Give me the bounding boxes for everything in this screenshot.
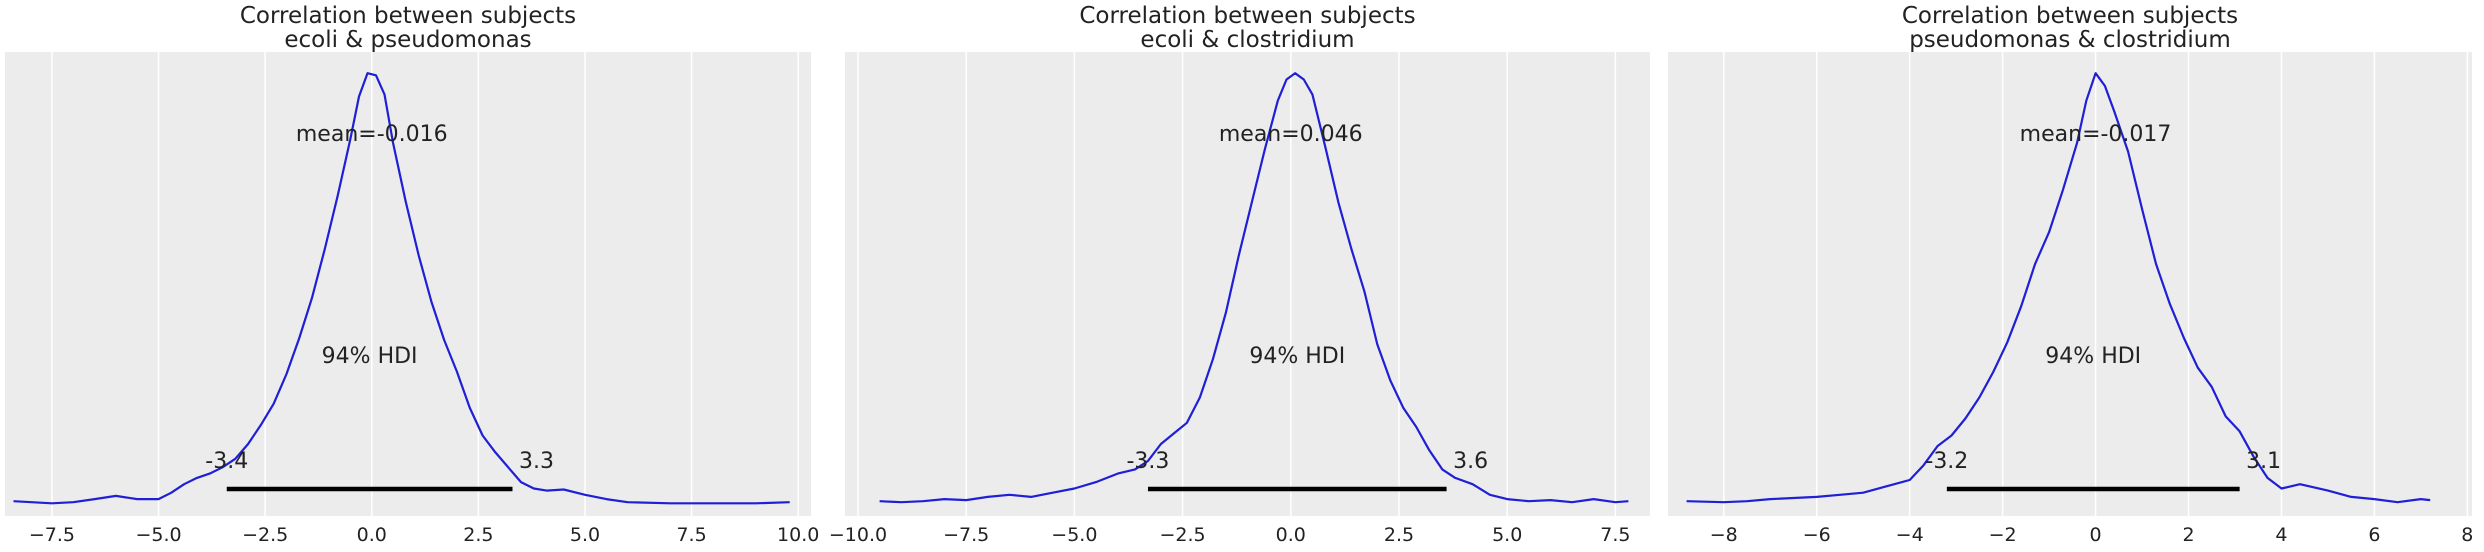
density-curve <box>1686 72 2431 504</box>
hdi-lower-label: -3.4 <box>205 449 248 474</box>
x-tick-label: 8 <box>2461 524 2473 546</box>
x-tick-label: 10.0 <box>777 524 819 546</box>
chart-panel-2: −10.0 −7.5 −5.0 −2.5 0.0 2.5 5.0 7.5 -3.3 3.6 94% … <box>829 3 1650 546</box>
mean-label: mean=-0.016 <box>296 122 448 147</box>
mean-label: mean=0.046 <box>1219 122 1363 147</box>
hdi-label: 94% HDI <box>2045 344 2141 369</box>
plot-background <box>1668 52 2472 516</box>
x-tick-label: 2 <box>2182 524 2194 546</box>
chart-title: Correlation between subjects <box>240 3 576 29</box>
x-tick-label: 0.0 <box>357 524 387 546</box>
hdi-upper-label: 3.6 <box>1453 449 1488 474</box>
x-tick-label: −8 <box>1710 524 1738 546</box>
x-tick-label: −7.5 <box>29 524 75 546</box>
x-tick-label: −5.0 <box>135 524 181 546</box>
x-tick-label: −2 <box>1989 524 2017 546</box>
x-tick-label: −6 <box>1803 524 1831 546</box>
plot-background <box>5 52 811 516</box>
x-tick-label: −5.0 <box>1051 524 1097 546</box>
mean-label: mean=-0.017 <box>2020 122 2172 147</box>
x-tick-label: 4 <box>2275 524 2287 546</box>
x-tick-label: 2.5 <box>463 524 493 546</box>
x-tick-label: −4 <box>1896 524 1924 546</box>
density-curve <box>879 72 1629 504</box>
chart-panel-3: −8 −6 −4 −2 0 2 4 6 8 -3.2 3.1 94% HDI mean=-0.017 Co… <box>1668 3 2473 546</box>
x-tick-label: 6 <box>2368 524 2380 546</box>
x-tick-label: 5.0 <box>1492 524 1522 546</box>
x-tick-label: −7.5 <box>943 524 989 546</box>
hdi-label: 94% HDI <box>322 344 418 369</box>
x-tick-label: 7.5 <box>1600 524 1630 546</box>
chart-panel-1: −7.5 −5.0 −2.5 0.0 2.5 5.0 7.5 10.0 -3.4 3.3 94% H… <box>5 3 819 546</box>
hdi-upper-label: 3.1 <box>2246 449 2281 474</box>
chart-title: Correlation between subjects <box>1902 3 2238 29</box>
chart-subtitle: pseudomonas & clostridium <box>1909 27 2231 53</box>
x-tick-label: 5.0 <box>570 524 600 546</box>
x-tick-label: −10.0 <box>829 524 887 546</box>
density-curve <box>13 72 790 505</box>
x-tick-label: −2.5 <box>242 524 288 546</box>
x-tick-label: 7.5 <box>676 524 706 546</box>
x-tick-label: 2.5 <box>1384 524 1414 546</box>
x-tick-label: 0.0 <box>1276 524 1306 546</box>
x-tick-label: −2.5 <box>1160 524 1206 546</box>
hdi-lower-label: -3.3 <box>1126 449 1169 474</box>
hdi-label: 94% HDI <box>1249 344 1345 369</box>
hdi-upper-label: 3.3 <box>519 449 554 474</box>
hdi-lower-label: -3.2 <box>1925 449 1968 474</box>
chart-title: Correlation between subjects <box>1079 3 1415 29</box>
chart-subtitle: ecoli & pseudomonas <box>284 27 531 53</box>
plot-background <box>845 52 1650 516</box>
x-tick-label: 0 <box>2090 524 2102 546</box>
chart-subtitle: ecoli & clostridium <box>1140 27 1354 53</box>
